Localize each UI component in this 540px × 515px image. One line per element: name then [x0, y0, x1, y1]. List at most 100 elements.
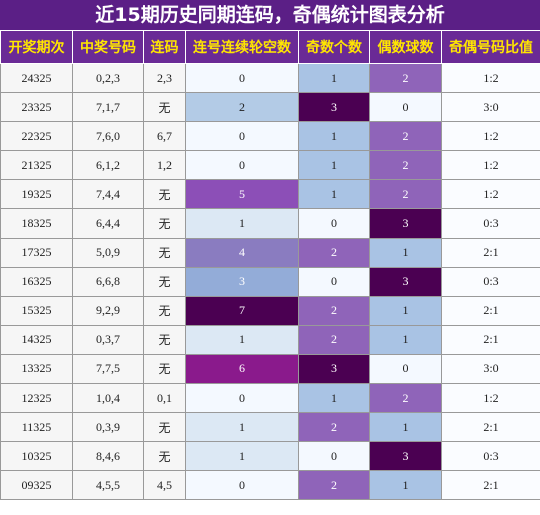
cell: 无	[143, 441, 186, 472]
table-row: 11325 0,3,9 无 1 2 1 2:1	[0, 412, 540, 443]
cell: 7,7,5	[72, 353, 144, 385]
cell: 1:2	[441, 383, 540, 414]
cell: 3	[298, 92, 370, 123]
column-header: 偶数球数	[369, 30, 442, 64]
cell: 09325	[0, 470, 73, 501]
cell: 1,2	[143, 150, 186, 181]
cell: 2,3	[143, 62, 186, 94]
cell: 2	[298, 324, 370, 355]
cell: 0	[185, 121, 299, 152]
table-row: 18325 6,4,4 无 1 0 3 0:3	[0, 208, 540, 239]
cell: 2:1	[441, 324, 540, 355]
cell: 无	[143, 92, 186, 123]
cell: 10325	[0, 441, 73, 472]
cell: 18325	[0, 208, 73, 239]
cell: 9,2,9	[72, 295, 144, 326]
cell: 0	[369, 353, 442, 385]
cell: 1:2	[441, 150, 540, 181]
table-row: 14325 0,3,7 无 1 2 1 2:1	[0, 324, 540, 355]
cell: 16325	[0, 266, 73, 297]
cell: 4,5	[143, 470, 186, 501]
cell: 22325	[0, 121, 73, 152]
cell: 无	[143, 237, 186, 268]
cell: 21325	[0, 150, 73, 181]
cell: 2	[369, 121, 442, 152]
cell: 1	[298, 121, 370, 152]
cell: 3:0	[441, 92, 540, 123]
cell: 无	[143, 324, 186, 355]
table-row: 15325 9,2,9 无 7 2 1 2:1	[0, 295, 540, 326]
cell: 2	[298, 470, 370, 501]
cell: 无	[143, 208, 186, 239]
cell: 24325	[0, 62, 73, 94]
cell: 1	[369, 237, 442, 268]
cell: 7	[185, 295, 299, 326]
cell: 无	[143, 412, 186, 443]
cell: 0:3	[441, 208, 540, 239]
cell: 无	[143, 266, 186, 297]
cell: 1	[298, 150, 370, 181]
cell: 2	[185, 92, 299, 123]
table-row: 12325 1,0,4 0,1 0 1 2 1:2	[0, 383, 540, 414]
cell: 3:0	[441, 353, 540, 385]
cell: 7,4,4	[72, 179, 144, 210]
column-header: 中奖号码	[72, 30, 144, 64]
column-header: 开奖期次	[0, 30, 73, 64]
cell: 0	[298, 441, 370, 472]
cell: 12325	[0, 383, 73, 414]
cell: 19325	[0, 179, 73, 210]
column-header: 连码	[143, 30, 186, 64]
cell: 5	[185, 179, 299, 210]
cell: 3	[185, 266, 299, 297]
cell: 无	[143, 295, 186, 326]
column-header: 奇数个数	[298, 30, 370, 64]
table-row: 13325 7,7,5 无 6 3 0 3:0	[0, 353, 540, 385]
cell: 0	[185, 470, 299, 501]
cell: 2	[369, 179, 442, 210]
cell: 7,6,0	[72, 121, 144, 152]
cell: 1	[298, 179, 370, 210]
cell: 无	[143, 179, 186, 210]
cell: 3	[369, 208, 442, 239]
cell: 1	[185, 208, 299, 239]
cell: 2	[298, 412, 370, 443]
cell: 1	[185, 441, 299, 472]
table-row: 09325 4,5,5 4,5 0 2 1 2:1	[0, 470, 540, 501]
cell: 2	[369, 383, 442, 414]
cell: 23325	[0, 92, 73, 123]
cell: 1	[369, 470, 442, 501]
stats-table: 开奖期次 中奖号码 连码 连号连续轮空数 奇数个数 偶数球数 奇偶号码比值 24325 0,2…	[0, 30, 540, 501]
cell: 1	[298, 62, 370, 94]
cell: 0	[185, 150, 299, 181]
table-row: 19325 7,4,4 无 5 1 2 1:2	[0, 179, 540, 210]
title: 近15期历史同期连码，奇偶统计图表分析	[0, 0, 540, 30]
cell: 1	[369, 412, 442, 443]
table-row: 17325 5,0,9 无 4 2 1 2:1	[0, 237, 540, 268]
table-row: 24325 0,2,3 2,3 0 1 2 1:2	[0, 62, 540, 94]
column-header: 连号连续轮空数	[185, 30, 299, 64]
cell: 0	[185, 62, 299, 94]
cell: 2	[298, 295, 370, 326]
cell: 2:1	[441, 295, 540, 326]
cell: 1:2	[441, 179, 540, 210]
cell: 4,5,5	[72, 470, 144, 501]
cell: 1	[298, 383, 370, 414]
cell: 2	[369, 62, 442, 94]
cell: 6,6,8	[72, 266, 144, 297]
cell: 3	[298, 353, 370, 385]
cell: 6,1,2	[72, 150, 144, 181]
cell: 1:2	[441, 62, 540, 94]
table-row: 21325 6,1,2 1,2 0 1 2 1:2	[0, 150, 540, 181]
cell: 14325	[0, 324, 73, 355]
cell: 8,4,6	[72, 441, 144, 472]
cell: 2:1	[441, 412, 540, 443]
cell: 0	[369, 92, 442, 123]
table-row: 16325 6,6,8 无 3 0 3 0:3	[0, 266, 540, 297]
cell: 0	[298, 266, 370, 297]
table-row: 10325 8,4,6 无 1 0 3 0:3	[0, 441, 540, 472]
cell: 无	[143, 353, 186, 385]
cell: 2	[369, 150, 442, 181]
cell: 0:3	[441, 266, 540, 297]
cell: 3	[369, 441, 442, 472]
column-header: 奇偶号码比值	[441, 30, 540, 64]
